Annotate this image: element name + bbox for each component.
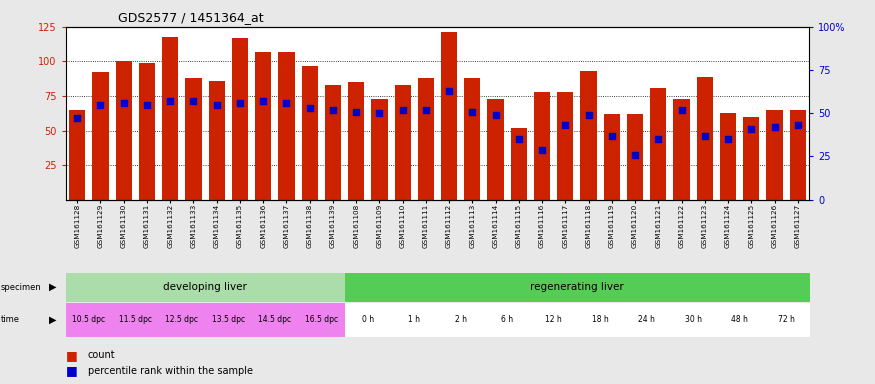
Bar	[789, 110, 806, 200]
Point	[94, 101, 108, 108]
Bar	[255, 52, 271, 200]
Point	[488, 112, 502, 118]
Point	[303, 105, 317, 111]
Text: 14.5 dpc: 14.5 dpc	[258, 315, 291, 324]
Bar	[162, 36, 178, 200]
Text: 12.5 dpc: 12.5 dpc	[165, 315, 199, 324]
Point	[721, 136, 735, 142]
Text: ▶: ▶	[49, 282, 57, 292]
Point	[256, 98, 270, 104]
Text: specimen: specimen	[1, 283, 42, 291]
Point	[164, 98, 178, 104]
Bar	[720, 113, 736, 200]
Text: ■: ■	[66, 349, 77, 362]
Text: developing liver: developing liver	[163, 282, 247, 292]
Point	[651, 136, 665, 142]
Text: percentile rank within the sample: percentile rank within the sample	[88, 366, 253, 376]
Point	[536, 147, 550, 153]
Text: 2 h: 2 h	[455, 315, 466, 324]
Text: ▶: ▶	[49, 314, 57, 325]
Point	[349, 109, 363, 115]
Point	[675, 107, 689, 113]
Text: ■: ■	[66, 364, 77, 377]
Text: 18 h: 18 h	[592, 315, 609, 324]
Bar	[487, 99, 504, 200]
Point	[326, 107, 340, 113]
Point	[396, 107, 410, 113]
Point	[605, 133, 619, 139]
Text: 48 h: 48 h	[732, 315, 748, 324]
Bar	[417, 78, 434, 200]
Point	[116, 100, 130, 106]
Bar	[511, 128, 527, 200]
Bar	[139, 63, 155, 200]
Point	[186, 98, 200, 104]
Bar	[325, 85, 341, 200]
Bar	[208, 81, 225, 200]
Text: 12 h: 12 h	[545, 315, 562, 324]
Point	[582, 112, 596, 118]
Bar	[580, 71, 597, 200]
Bar	[534, 92, 550, 200]
Bar	[232, 38, 248, 200]
Point	[558, 122, 572, 128]
Text: 6 h: 6 h	[501, 315, 514, 324]
Bar	[186, 78, 201, 200]
Point	[697, 133, 711, 139]
Bar	[557, 92, 573, 200]
Point	[210, 101, 224, 108]
Bar	[93, 73, 108, 200]
Bar	[465, 78, 480, 200]
Point	[233, 100, 247, 106]
Text: 10.5 dpc: 10.5 dpc	[73, 315, 105, 324]
Text: 16.5 dpc: 16.5 dpc	[304, 315, 338, 324]
Bar	[395, 85, 410, 200]
Bar	[743, 117, 760, 200]
Point	[442, 88, 456, 94]
Point	[628, 152, 642, 158]
Bar	[116, 61, 132, 200]
Bar	[441, 32, 458, 200]
Text: 0 h: 0 h	[361, 315, 374, 324]
Bar	[371, 99, 388, 200]
Bar	[650, 88, 667, 200]
Point	[767, 124, 781, 130]
Bar	[604, 114, 620, 200]
Text: time: time	[1, 315, 20, 324]
Bar	[348, 82, 364, 200]
Text: 72 h: 72 h	[778, 315, 794, 324]
Bar	[696, 77, 713, 200]
Text: GDS2577 / 1451364_at: GDS2577 / 1451364_at	[118, 12, 263, 25]
Point	[373, 110, 387, 116]
Text: 11.5 dpc: 11.5 dpc	[119, 315, 152, 324]
Point	[279, 100, 293, 106]
Bar	[674, 99, 690, 200]
Text: 1 h: 1 h	[409, 315, 420, 324]
Text: 30 h: 30 h	[684, 315, 702, 324]
Point	[466, 109, 480, 115]
Bar	[69, 110, 86, 200]
Text: count: count	[88, 350, 116, 360]
Point	[791, 122, 805, 128]
Bar	[766, 110, 782, 200]
Point	[512, 136, 526, 142]
Point	[140, 101, 154, 108]
Text: regenerating liver: regenerating liver	[530, 282, 624, 292]
Bar	[278, 52, 295, 200]
Point	[70, 115, 84, 121]
Point	[745, 126, 759, 132]
Bar	[302, 66, 318, 200]
Bar	[626, 114, 643, 200]
Point	[419, 107, 433, 113]
Text: 13.5 dpc: 13.5 dpc	[212, 315, 245, 324]
Text: 24 h: 24 h	[638, 315, 655, 324]
